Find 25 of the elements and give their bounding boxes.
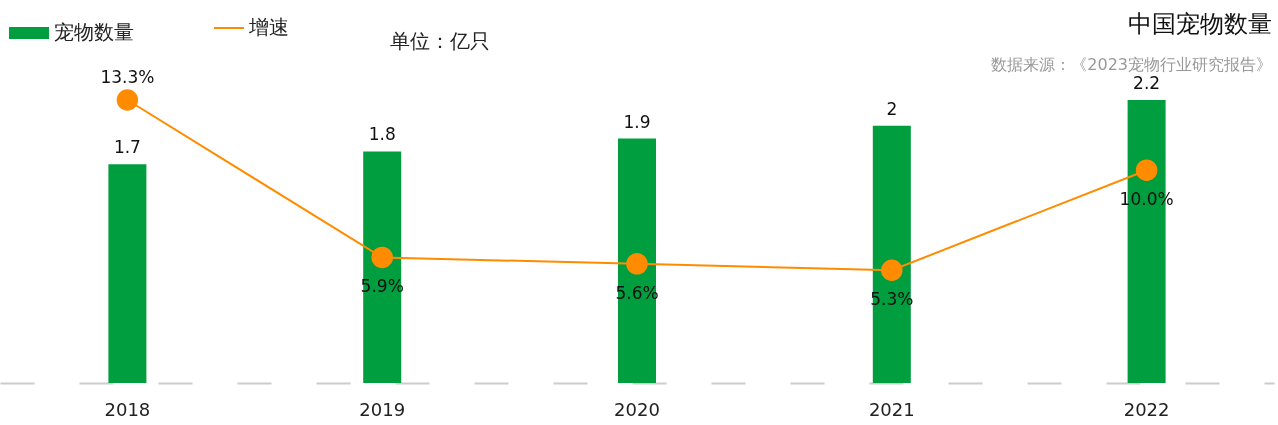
data-label: 1.8 — [368, 124, 396, 145]
data-label: 2 — [886, 98, 898, 119]
bar — [618, 138, 656, 383]
x-tick-label: 2019 — [359, 398, 406, 420]
x-tick-label: 2018 — [104, 398, 151, 420]
data-label: 1.7 — [113, 137, 141, 158]
x-tick-label: 2022 — [1123, 398, 1170, 420]
chart-subtitle: 数据来源：《2023宠物行业研究报告》 — [991, 55, 1272, 74]
point — [881, 259, 903, 281]
point — [626, 253, 648, 275]
chart-title: 中国宠物数量 — [1128, 10, 1272, 38]
bar — [108, 164, 147, 383]
bar — [363, 151, 402, 383]
data-label: 1.9 — [623, 111, 651, 132]
data-label: 2.2 — [1133, 73, 1161, 93]
legend-label: 宠物数量 — [54, 20, 134, 44]
bar — [872, 125, 911, 383]
legend-label: 增速 — [248, 15, 289, 39]
point — [371, 246, 393, 269]
data-label: 13.3% — [100, 67, 155, 87]
point — [116, 89, 139, 111]
point — [1135, 159, 1158, 181]
text: 单位：亿只 — [390, 29, 490, 53]
x-tick-label: 2020 — [614, 398, 660, 420]
x-tick-label: 2021 — [868, 398, 915, 420]
